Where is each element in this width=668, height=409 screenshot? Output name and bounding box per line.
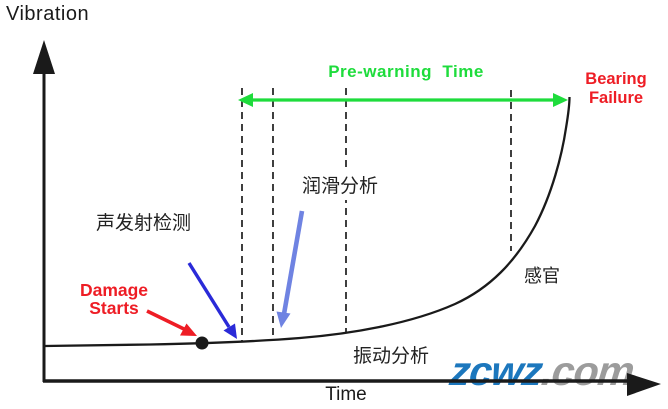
acoustic-emission-arrowhead-icon — [223, 323, 237, 339]
acoustic-emission-arrow — [187, 262, 231, 328]
damage-starts-arrowhead-icon — [180, 323, 197, 336]
damage-starts-label: Damage Starts — [79, 280, 149, 318]
lubrication-analysis-arrowhead-icon — [276, 311, 291, 328]
bearing-failure-label: Bearing Failure — [585, 70, 647, 107]
pre-warning-time-label: Pre-warning Time — [328, 62, 484, 81]
pre-warning-arrowhead-right-icon — [553, 93, 568, 107]
senses-label: 感官 — [524, 266, 560, 287]
pre-warning-arrowhead-left-icon — [238, 93, 253, 107]
vibration-analysis-label: 振动分析 — [353, 345, 430, 367]
acoustic-emission-label: 声发射检测 — [96, 212, 192, 234]
lubrication-analysis-label: 润滑分析 — [299, 169, 382, 200]
vibration-curve — [44, 96, 571, 348]
x-axis-arrowhead-icon — [627, 373, 661, 396]
damage-starts-arrow — [146, 309, 187, 332]
x-axis-label: Time — [325, 384, 367, 405]
lubrication-analysis-arrow — [281, 210, 305, 315]
y-axis-label: Vibration — [6, 3, 90, 25]
y-axis-arrowhead-icon — [33, 40, 55, 74]
damage-start-dot — [195, 336, 209, 350]
